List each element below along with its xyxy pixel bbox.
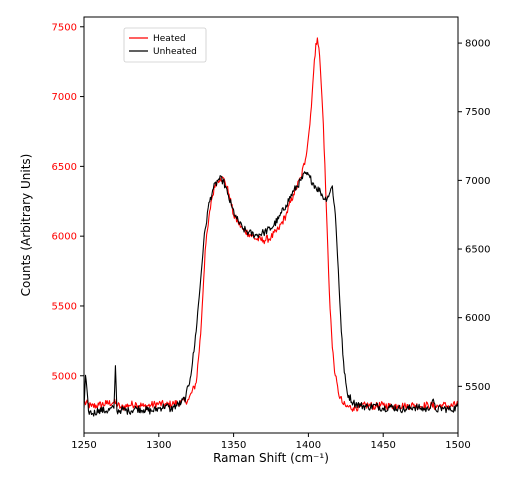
legend-box [123,27,207,63]
series-unheated [84,171,458,417]
x-tick-label: 1350 [221,440,246,451]
x-tick-label: 1300 [146,440,171,451]
y-left-tick-label: 6000 [52,232,77,243]
y-left-tick-label: 5500 [52,301,77,312]
legend-unheated-label: Unheated [153,47,197,57]
x-tick-label: 1400 [296,440,321,451]
y-left-tick-label: 7000 [52,92,77,103]
y-left-ticks: 5000 5500 6000 6500 7000 7500 [52,22,84,382]
y-left-tick-label: 6500 [52,162,77,173]
legend: Heated Unheated [123,27,207,63]
y-axis-title: Counts (Arbitrary Units) [19,154,33,297]
y-left-tick-label: 5000 [52,371,77,382]
x-tick-label: 1500 [445,440,470,451]
x-ticks: 1250 1300 1350 1400 1450 1500 [71,433,471,451]
x-tick-label: 1250 [71,440,96,451]
x-tick-label: 1450 [370,440,395,451]
y-left-tick-label: 7500 [52,22,77,33]
y-right-tick-label: 7500 [465,107,490,118]
x-axis-title: Raman Shift (cm⁻¹) [213,451,329,465]
y-right-tick-label: 8000 [465,39,490,50]
series-layer [84,37,458,417]
series-heated [84,37,458,412]
y-right-tick-label: 5500 [465,382,490,393]
y-right-tick-label: 7000 [465,176,490,187]
plot-frame [83,16,459,434]
y-right-ticks: 5500 6000 6500 7000 7500 8000 [458,39,490,393]
legend-heated-label: Heated [153,34,186,44]
y-right-tick-label: 6000 [465,313,490,324]
y-right-tick-label: 6500 [465,245,490,256]
